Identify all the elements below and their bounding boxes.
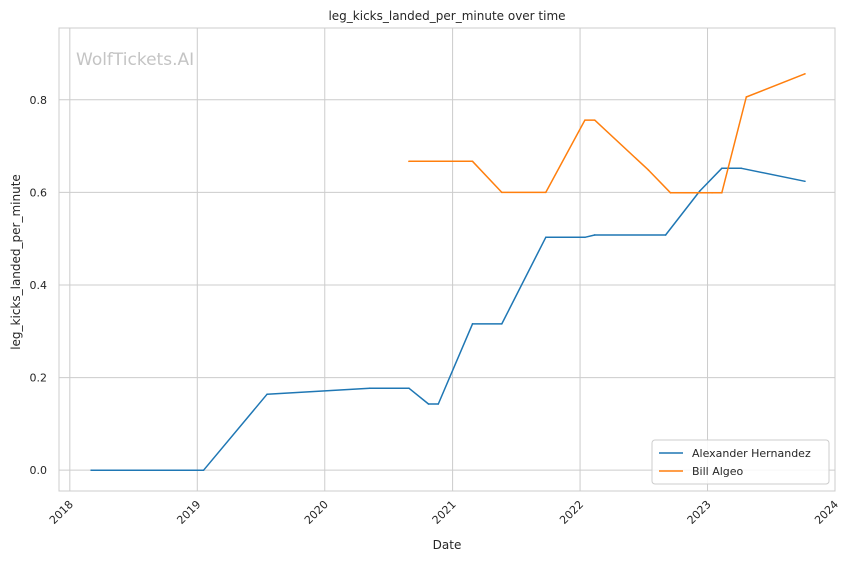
data-point-bill-algeo (584, 119, 586, 121)
x-tick-label: 2019 (174, 498, 203, 527)
data-point-alexander-hernandez (471, 323, 474, 325)
x-axis-label: Date (433, 538, 462, 552)
legend-label-alexander-hernandez: Alexander Hernandez (692, 447, 811, 460)
data-point-bill-algeo (669, 192, 672, 194)
data-point-bill-algeo (804, 73, 806, 75)
plot-area (58, 27, 836, 492)
data-point-alexander-hernandez (369, 387, 371, 390)
data-point-alexander-hernandez (437, 403, 440, 405)
watermark: WolfTickets.AI (76, 50, 194, 70)
data-point-bill-algeo (545, 191, 547, 194)
data-point-alexander-hernandez (699, 190, 701, 192)
data-point-bill-algeo (501, 191, 503, 194)
x-tick-label: 2023 (685, 498, 714, 527)
data-point-alexander-hernandez (740, 167, 743, 170)
data-point-bill-algeo (721, 192, 723, 194)
grid (59, 28, 836, 491)
data-point-alexander-hernandez (593, 234, 596, 236)
data-point-bill-algeo (647, 169, 650, 171)
data-point-alexander-hernandez (501, 323, 503, 325)
x-tick-label: 2024 (812, 498, 841, 527)
chart-title: leg_kicks_landed_per_minute over time (328, 9, 565, 23)
data-point-alexander-hernandez (266, 393, 268, 396)
y-tick-label: 0.2 (30, 372, 48, 385)
legend-label-bill-algeo: Bill Algeo (692, 465, 744, 478)
data-point-bill-algeo (745, 96, 748, 98)
x-tick-label: 2018 (47, 498, 76, 527)
legend: Alexander Hernandez Bill Algeo (651, 439, 830, 485)
x-tick-label: 2021 (430, 498, 459, 527)
series-line-bill-algeo (408, 73, 806, 194)
legend-box (651, 439, 830, 485)
data-point-alexander-hernandez (804, 180, 806, 183)
data-point-alexander-hernandez (408, 387, 410, 390)
y-axis-label: leg_kicks_landed_per_minute (9, 174, 23, 350)
y-tick-label: 0.4 (30, 279, 48, 292)
data-point-alexander-hernandez (427, 403, 430, 405)
data-point-alexander-hernandez (90, 469, 92, 471)
y-tick-label: 0.0 (30, 464, 48, 477)
x-tick-label: 2020 (302, 498, 331, 527)
y-tick-label: 0.8 (30, 94, 48, 107)
data-point-bill-algeo (593, 119, 596, 121)
x-tick-label: 2022 (557, 498, 586, 527)
data-point-alexander-hernandez (545, 236, 547, 239)
series (90, 73, 806, 471)
data-point-alexander-hernandez (202, 469, 205, 471)
y-tick-label: 0.6 (30, 186, 48, 199)
data-point-alexander-hernandez (721, 167, 723, 170)
data-point-bill-algeo (471, 160, 474, 163)
data-point-bill-algeo (408, 160, 410, 163)
data-point-bill-algeo (711, 192, 713, 194)
data-point-alexander-hernandez (584, 236, 586, 239)
data-point-alexander-hernandez (664, 234, 667, 236)
